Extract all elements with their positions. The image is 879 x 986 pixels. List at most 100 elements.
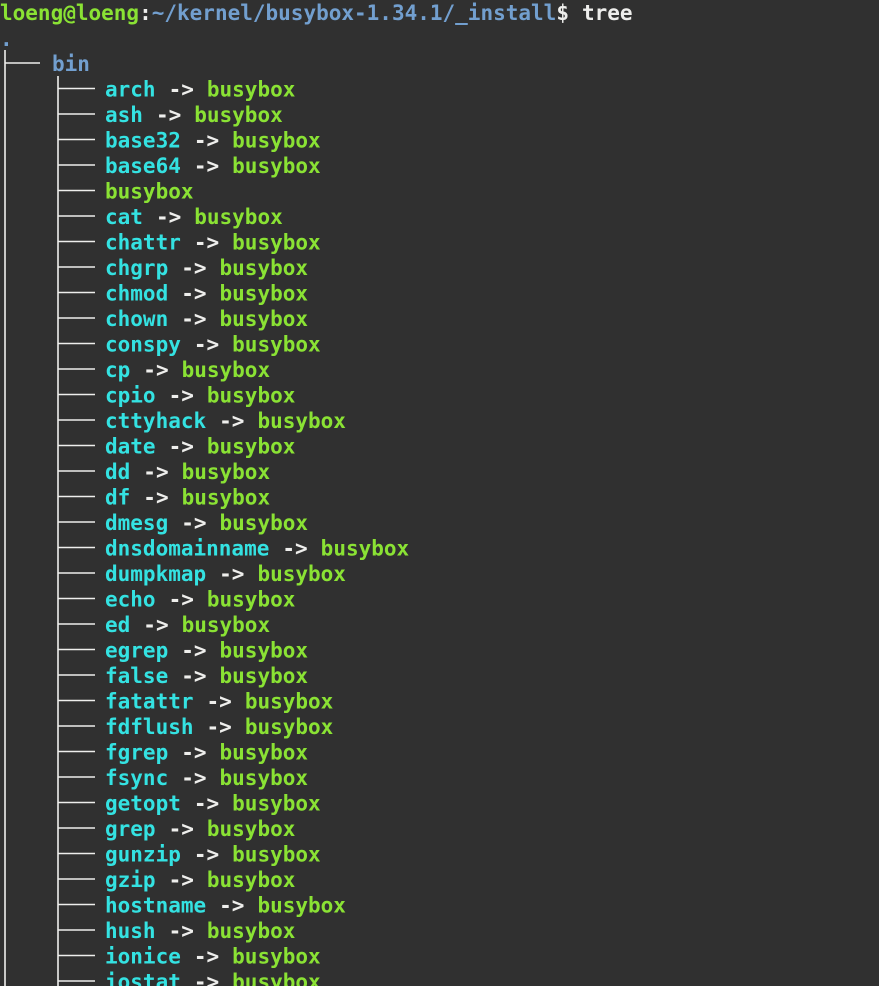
link-target: busybox — [232, 129, 321, 153]
link-arrow: -> — [194, 231, 219, 255]
link-arrow: -> — [181, 307, 206, 331]
user-host: loeng@loeng — [0, 1, 139, 25]
prompt-line: loeng@loeng:~/kernel/busybox-1.34.1/_ins… — [0, 1, 633, 25]
tree-entry: getopt -> busybox — [105, 792, 321, 816]
link-arrow: -> — [207, 715, 232, 739]
file-name: chmod — [105, 282, 168, 306]
link-arrow: -> — [169, 384, 194, 408]
file-name: cat — [105, 205, 143, 229]
file-name: ash — [105, 103, 143, 127]
link-target: busybox — [232, 792, 321, 816]
tree-entry: dumpkmap -> busybox — [105, 562, 346, 586]
tree-entry: cat -> busybox — [105, 205, 283, 229]
file-name: hostname — [105, 894, 206, 918]
cwd: ~/kernel/busybox-1.34.1/_install — [152, 1, 557, 25]
file-name: egrep — [105, 639, 168, 663]
file-name: fdflush — [105, 715, 194, 739]
link-target: busybox — [220, 766, 309, 790]
link-arrow: -> — [219, 409, 244, 433]
file-name: cp — [105, 358, 130, 382]
file-name: echo — [105, 588, 156, 612]
tree-entry: ionice -> busybox — [105, 945, 321, 969]
tree-entry: fsync -> busybox — [105, 766, 308, 790]
tree-entry: chgrp -> busybox — [105, 256, 308, 280]
link-target: busybox — [207, 435, 296, 459]
link-target: busybox — [257, 409, 346, 433]
directory: bin — [52, 52, 90, 76]
link-target: busybox — [220, 307, 309, 331]
file-name: chattr — [105, 231, 181, 255]
tree-entry: base32 -> busybox — [105, 129, 321, 153]
link-arrow: -> — [194, 154, 219, 178]
link-target: busybox — [182, 358, 271, 382]
file-name: grep — [105, 817, 156, 841]
link-arrow: -> — [194, 970, 219, 986]
tree-entry: cp -> busybox — [105, 358, 270, 382]
link-arrow: -> — [181, 741, 206, 765]
file-name: conspy — [105, 333, 181, 357]
tree-entry: conspy -> busybox — [105, 333, 321, 357]
file-name: false — [105, 664, 168, 688]
link-arrow: -> — [194, 333, 219, 357]
tree-entry: gunzip -> busybox — [105, 843, 321, 867]
tree-entry: grep -> busybox — [105, 817, 296, 841]
link-target: busybox — [232, 945, 321, 969]
file-name: iostat — [105, 970, 181, 986]
link-arrow: -> — [169, 919, 194, 943]
link-arrow: -> — [194, 792, 219, 816]
link-target: busybox — [194, 205, 283, 229]
tree-entry: fgrep -> busybox — [105, 741, 308, 765]
file-name: getopt — [105, 792, 181, 816]
tree-entry: dd -> busybox — [105, 460, 270, 484]
link-target: busybox — [220, 639, 309, 663]
file-name: fgrep — [105, 741, 168, 765]
link-arrow: -> — [194, 843, 219, 867]
link-target: busybox — [232, 154, 321, 178]
tree-entry: dmesg -> busybox — [105, 511, 308, 535]
prompt-symbol: $ — [556, 1, 569, 25]
link-target: busybox — [207, 78, 296, 102]
file-name: base64 — [105, 154, 181, 178]
link-arrow: -> — [181, 256, 206, 280]
link-arrow: -> — [181, 282, 206, 306]
separator: : — [139, 1, 152, 25]
file-name: cpio — [105, 384, 156, 408]
tree-entry: dnsdomainname -> busybox — [105, 537, 410, 561]
link-target: busybox — [220, 741, 309, 765]
link-target: busybox — [232, 333, 321, 357]
link-arrow: -> — [169, 435, 194, 459]
tree-entry: gzip -> busybox — [105, 868, 296, 892]
link-arrow: -> — [156, 205, 181, 229]
link-arrow: -> — [181, 639, 206, 663]
link-target: busybox — [207, 588, 296, 612]
tree-entry: ed -> busybox — [105, 613, 270, 637]
file-name: arch — [105, 78, 156, 102]
link-target: busybox — [245, 715, 334, 739]
link-arrow: -> — [169, 588, 194, 612]
tree-entry: date -> busybox — [105, 435, 296, 459]
link-arrow: -> — [282, 537, 307, 561]
tree-entry: fdflush -> busybox — [105, 715, 334, 739]
tree-entry: chmod -> busybox — [105, 282, 308, 306]
link-target: busybox — [220, 282, 309, 306]
link-arrow: -> — [156, 103, 181, 127]
tree-entry: cpio -> busybox — [105, 384, 296, 408]
link-arrow: -> — [194, 945, 219, 969]
link-arrow: -> — [219, 562, 244, 586]
tree-entry: arch -> busybox — [105, 78, 296, 102]
file-name: dmesg — [105, 511, 168, 535]
tree-entry: chattr -> busybox — [105, 231, 321, 255]
file-name: gzip — [105, 868, 156, 892]
file-name: ed — [105, 613, 130, 637]
file-name: base32 — [105, 129, 181, 153]
link-target: busybox — [220, 664, 309, 688]
link-target: busybox — [232, 843, 321, 867]
link-arrow: -> — [143, 613, 168, 637]
link-target: busybox — [257, 894, 346, 918]
tree-entry: fatattr -> busybox — [105, 690, 334, 714]
link-target: busybox — [207, 384, 296, 408]
link-arrow: -> — [169, 817, 194, 841]
tree-entry: echo -> busybox — [105, 588, 296, 612]
